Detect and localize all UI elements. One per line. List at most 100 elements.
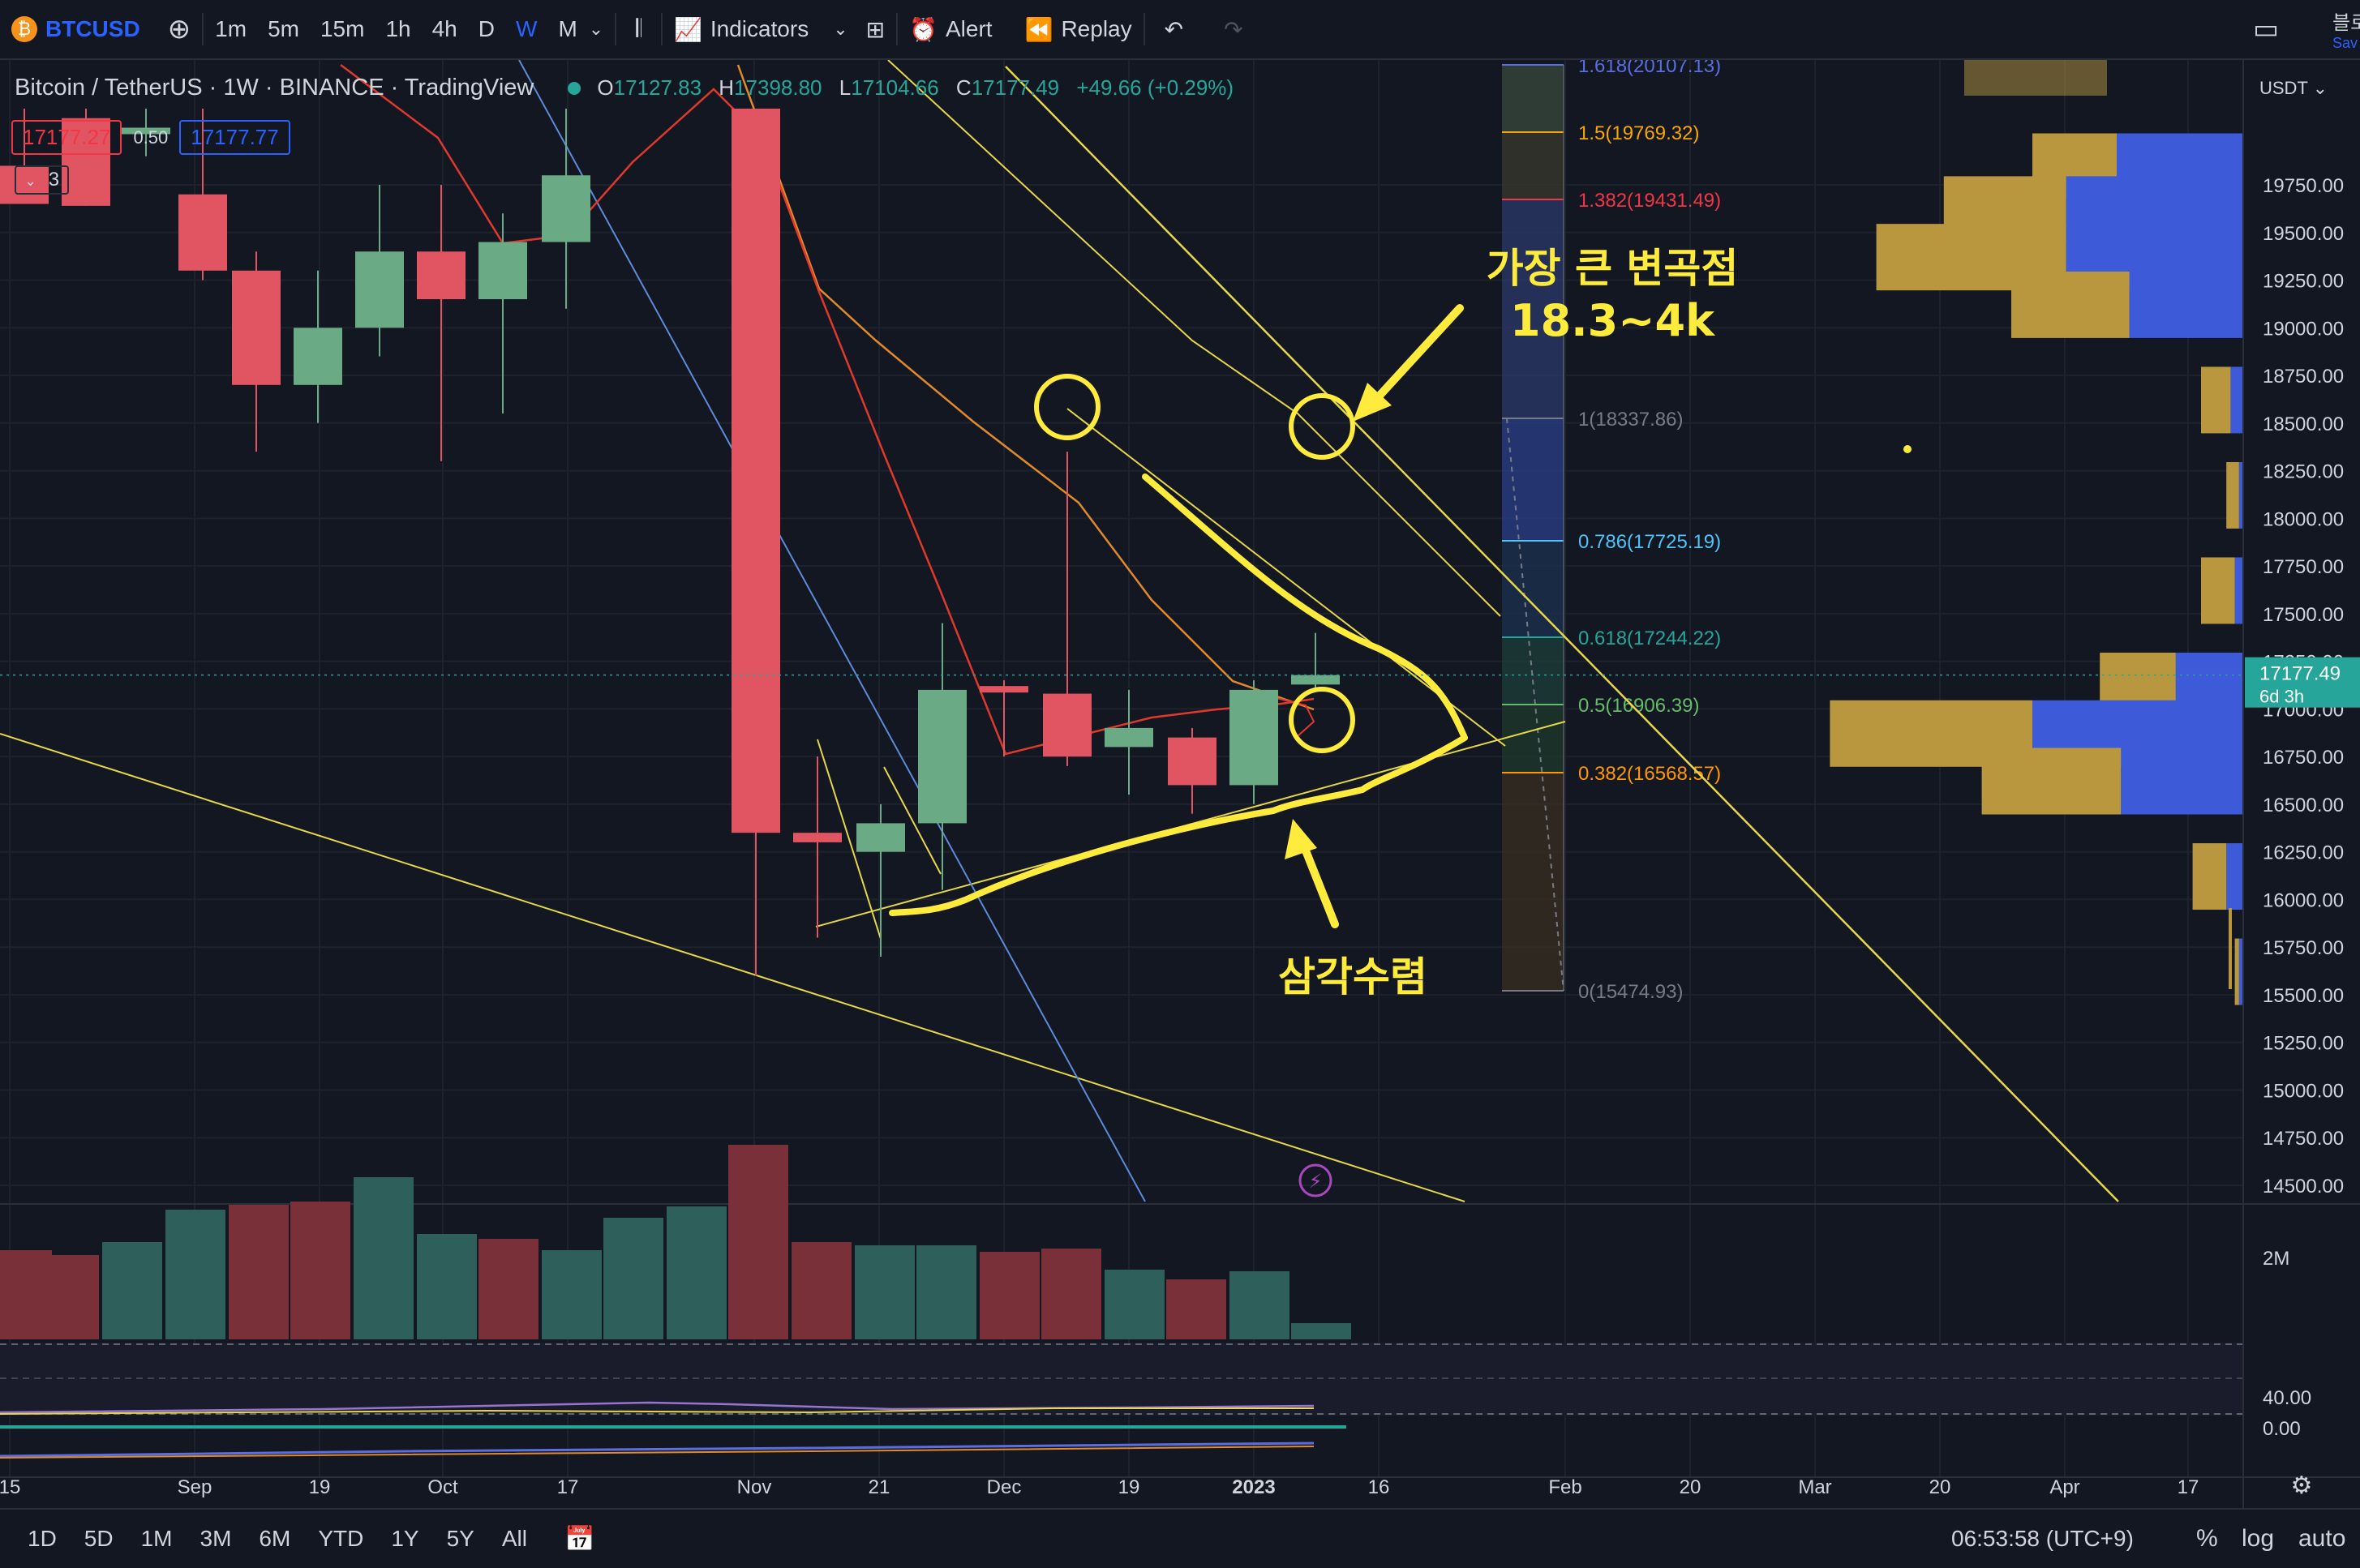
- range-all[interactable]: All: [501, 1526, 527, 1551]
- price-tick-label: 17750.00: [2263, 556, 2344, 578]
- volume-bar: [1166, 1279, 1226, 1339]
- vp-row-blue: [2226, 843, 2243, 910]
- bid-price[interactable]: 17177.27: [11, 120, 122, 155]
- indicators-button[interactable]: 📈 Indicators ⌄: [674, 16, 848, 43]
- price-tick-label: 17500.00: [2263, 604, 2344, 626]
- range-1d[interactable]: 1D: [28, 1526, 57, 1551]
- log-toggle[interactable]: log: [2242, 1525, 2275, 1552]
- range-1y[interactable]: 1Y: [391, 1526, 419, 1551]
- candle-body: [355, 251, 404, 328]
- volume-bar: [354, 1177, 414, 1339]
- time-tick-label: Mar: [1798, 1476, 1831, 1498]
- clock-label[interactable]: 06:53:58 (UTC+9): [1951, 1526, 2134, 1551]
- range-5d[interactable]: 5D: [84, 1526, 114, 1551]
- fib-label: 1(18337.86): [1578, 409, 1683, 431]
- redo-icon[interactable]: ↷: [1224, 16, 1243, 42]
- ask-price[interactable]: 17177.77: [179, 120, 290, 155]
- range-6m[interactable]: 6M: [259, 1526, 291, 1551]
- osc-line-yellow: [0, 1407, 1314, 1415]
- eye-icon[interactable]: [568, 81, 581, 95]
- interval-dropdown-icon[interactable]: ⌄: [588, 19, 604, 39]
- osc-axis-label: 40.00: [2263, 1387, 2311, 1409]
- save-area[interactable]: 블로그 Sav: [2332, 6, 2360, 52]
- vp-row-blue: [2230, 366, 2243, 434]
- osc-line-blue: [0, 1442, 1315, 1458]
- price-tick-label: 14750.00: [2263, 1128, 2344, 1150]
- trendline-long: [0, 733, 1465, 1202]
- right-label: 블로그: [2332, 12, 2360, 34]
- arrow-shaft: [1367, 304, 1464, 409]
- interval-M[interactable]: M: [558, 16, 577, 41]
- alarm-clock-icon: ⏰: [909, 16, 938, 42]
- range-5y[interactable]: 5Y: [446, 1526, 474, 1551]
- range-selector: 1D 5D 1M 3M 6M YTD 1Y 5Y All: [0, 1526, 527, 1552]
- interval-15m[interactable]: 15m: [320, 16, 365, 41]
- volume-bar: [1105, 1270, 1165, 1339]
- candle-body: [178, 194, 227, 271]
- fib-retracement[interactable]: 1.618(20107.13)1.5(19769.32)1.382(19431.…: [1502, 55, 1721, 1003]
- interval-5m[interactable]: 5m: [268, 16, 299, 41]
- auto-toggle[interactable]: auto: [2298, 1525, 2346, 1552]
- countdown-value: 6d 3h: [2259, 687, 2304, 707]
- price-tick-label: 18000.00: [2263, 508, 2344, 530]
- time-tick-label: Sep: [178, 1476, 212, 1498]
- add-symbol-button[interactable]: ⊕: [167, 14, 191, 45]
- undo-icon[interactable]: ↶: [1164, 16, 1184, 42]
- alert-button[interactable]: ⏰ Alert: [909, 16, 992, 43]
- symbol-search[interactable]: ₿ BTCUSD: [11, 16, 140, 42]
- price-axis[interactable]: USDT ⌄ 19750.00 19500.00 19250.00 19000.00 18…: [0, 60, 2360, 1508]
- chart-title: Bitcoin / TetherUS · 1W · BINANCE · Trad…: [15, 75, 534, 101]
- interval-1m[interactable]: 1m: [215, 16, 247, 41]
- range-ytd[interactable]: YTD: [318, 1526, 364, 1551]
- fib-trend: [1506, 418, 1564, 992]
- time-axis[interactable]: 15 Sep 19 Oct 17 Nov 21 Dec 19 2023 16 Feb 20 Mar 20 Ap…: [0, 1476, 2199, 1498]
- fib-band: [1502, 65, 1564, 132]
- bottom-toolbar: 1D 5D 1M 3M 6M YTD 1Y 5Y All 📅 06:53:58 (UTC+9) …: [0, 1508, 2360, 1568]
- indicator-collapse-button[interactable]: ⌄ 3: [15, 165, 70, 195]
- trend-lines[interactable]: [0, 59, 2119, 1202]
- ma-red-tail: [1272, 696, 1315, 737]
- vp-row-blue: [2238, 938, 2243, 1005]
- indicators-icon: 📈: [673, 16, 702, 42]
- time-tick-label: Feb: [1548, 1476, 1581, 1498]
- range-1m[interactable]: 1M: [140, 1526, 173, 1551]
- percent-toggle[interactable]: %: [2196, 1525, 2218, 1552]
- annotation-text: 18.3~4k: [1510, 295, 1715, 346]
- candle-body: [542, 175, 590, 242]
- interval-W[interactable]: W: [516, 16, 538, 41]
- currency-label: USDT ⌄: [2259, 78, 2328, 98]
- fib-band: [1502, 132, 1564, 199]
- fib-band: [1502, 773, 1564, 991]
- interval-D[interactable]: D: [478, 16, 495, 41]
- last-price-tag: [2245, 657, 2360, 708]
- vp-row-gold: [2201, 366, 2231, 434]
- candle-body: [918, 689, 967, 824]
- arrow-head: [1285, 819, 1317, 859]
- interval-1h[interactable]: 1h: [385, 16, 411, 41]
- chevron-down-icon: ⌄: [833, 19, 848, 39]
- fullscreen-icon[interactable]: ▭: [2253, 14, 2280, 45]
- time-tick-label: Apr: [2049, 1476, 2079, 1498]
- range-3m[interactable]: 3M: [200, 1526, 232, 1551]
- trendline-short: [817, 739, 882, 940]
- interval-4h[interactable]: 4h: [431, 16, 457, 41]
- replay-button[interactable]: ⏪ Replay: [1025, 16, 1132, 43]
- chart-type-button[interactable]: 𝄃: [636, 15, 641, 42]
- alert-label: Alert: [946, 16, 993, 41]
- low-key: L: [839, 75, 852, 100]
- open-key: O: [597, 75, 614, 100]
- fib-band: [1502, 705, 1564, 773]
- layout-grid-icon[interactable]: ⊞: [865, 16, 886, 42]
- chevron-down-icon: ⌄: [24, 173, 37, 189]
- fib-label: 0.618(17244.22): [1578, 628, 1721, 649]
- highlight-circle: [1289, 393, 1355, 460]
- marker-dot: [1903, 445, 1912, 453]
- volume-bar: [102, 1242, 162, 1339]
- volume-bar: [39, 1255, 99, 1339]
- date-range-icon[interactable]: 📅: [564, 1525, 595, 1553]
- price-tick-label: 15250.00: [2263, 1033, 2344, 1055]
- save-label: Sav: [2332, 35, 2358, 51]
- highlight-circle: [1289, 687, 1355, 753]
